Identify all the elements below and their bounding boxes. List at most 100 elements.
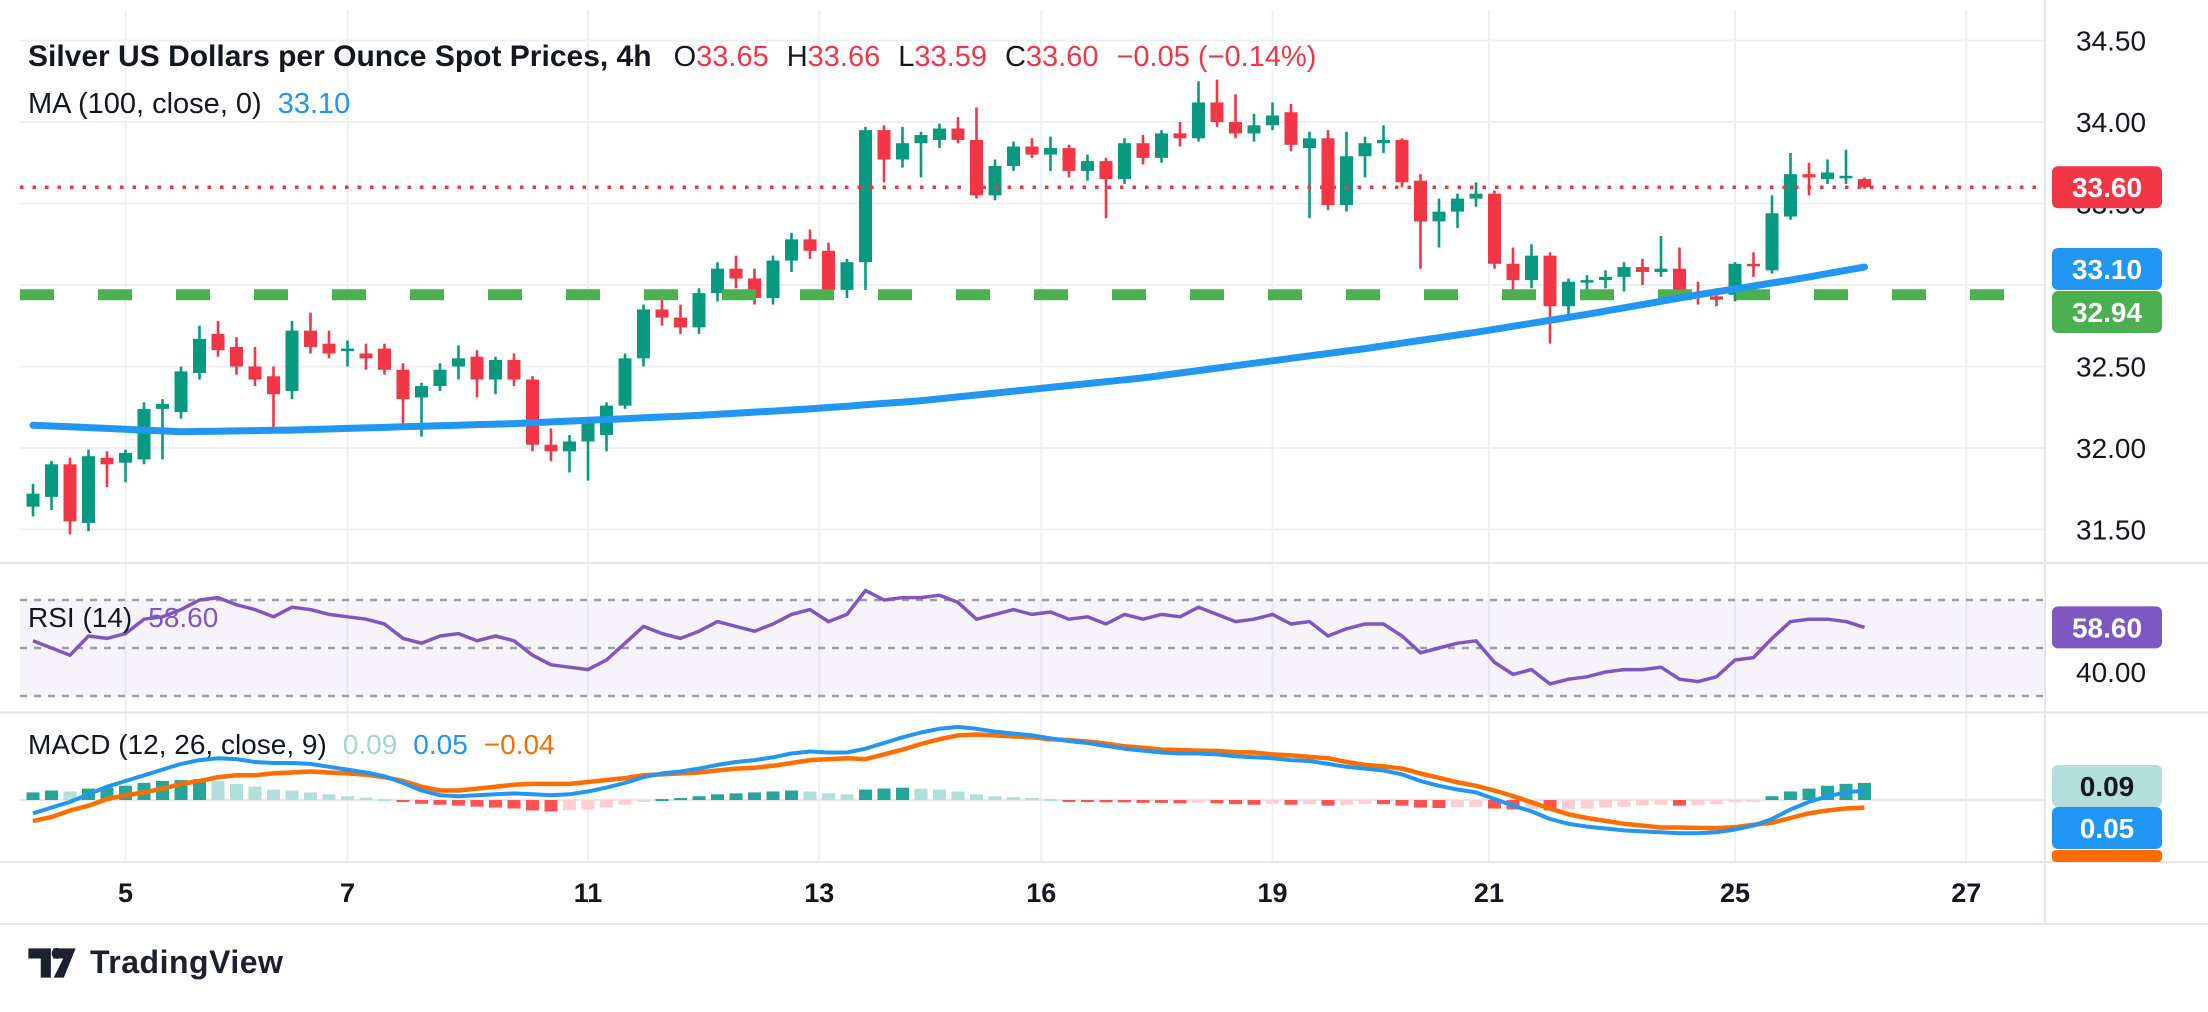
candle-body	[1506, 263, 1520, 281]
candle-body	[1747, 263, 1760, 267]
macd-hist-bar	[933, 789, 946, 800]
axis-label: 34.00	[2076, 107, 2146, 138]
candle-body	[1007, 146, 1020, 167]
rsi-legend[interactable]: RSI (14) 58.60	[28, 602, 218, 634]
macd-hist-bar	[63, 791, 77, 800]
ma-legend[interactable]: MA (100, close, 0) 33.10	[28, 88, 350, 121]
candle-body	[1414, 180, 1427, 222]
ma-value-badge-label: 33.10	[2072, 254, 2142, 285]
axis-label: 40.00	[2076, 657, 2146, 688]
candle-body	[267, 376, 280, 395]
candle-body	[1839, 175, 1853, 179]
axis-label: 32.50	[2076, 352, 2146, 383]
macd-line-badge	[2052, 807, 2162, 849]
candle-body	[285, 330, 299, 391]
candle-body	[544, 444, 558, 452]
candle-body	[1821, 172, 1834, 180]
macd-series[interactable]	[26, 724, 1872, 836]
ma100-line[interactable]	[29, 263, 1868, 436]
candle-body	[1543, 255, 1557, 307]
candle-body	[1303, 138, 1316, 149]
macd-hist-bar	[1451, 800, 1464, 808]
candle-body	[1469, 193, 1483, 199]
macd-hist-bar	[378, 799, 391, 802]
time-label: 27	[1951, 878, 1981, 908]
candle-body	[914, 135, 928, 144]
candle-body	[933, 128, 946, 140]
macd-hist-bar	[1284, 800, 1298, 805]
candle-body	[655, 309, 669, 318]
ohlc-open: O33.65	[673, 41, 769, 73]
candle-body	[1340, 156, 1353, 206]
macd-hist-bar	[1728, 800, 1742, 803]
candle-body	[415, 386, 428, 398]
tradingview-logo[interactable]: TradingView	[26, 944, 283, 981]
macd-hist-bar	[526, 800, 539, 811]
ma-label: MA (100, close, 0)	[28, 88, 262, 120]
macd-hist-bar	[655, 799, 669, 802]
candle-body	[174, 371, 188, 413]
candle-body	[1432, 211, 1446, 222]
candle-body	[674, 317, 687, 328]
time-scale[interactable]: 5 7 11 13 16 19 21 25 27	[118, 878, 1981, 908]
rsi-series[interactable]	[32, 588, 1866, 686]
macd-hist-bar	[322, 794, 336, 800]
macd-hist-bar	[1747, 800, 1760, 802]
change-value: −0.05 (−0.14%)	[1116, 41, 1317, 73]
macd-hist-bar	[1580, 800, 1594, 809]
symbol-legend[interactable]: Silver US Dollars per Ounce Spot Prices,…	[28, 40, 1316, 74]
macd-hist-badge	[2052, 765, 2162, 807]
candle-body	[1710, 296, 1723, 300]
macd-signal-badge	[2052, 850, 2162, 862]
macd-hist-bar	[1414, 800, 1427, 808]
candle-body	[1284, 112, 1298, 145]
macd-hist-bar	[1691, 800, 1705, 806]
macd-hist-bar	[1710, 800, 1723, 805]
macd-hist-bar	[1340, 800, 1353, 805]
macd-hist-bar	[285, 790, 299, 800]
candle-body	[137, 408, 151, 460]
macd-hist-bar	[1358, 800, 1372, 804]
macd-hist-bar	[1155, 800, 1168, 803]
macd-hist-badge-label: 0.09	[2080, 771, 2135, 802]
macd-hist-bar	[1173, 800, 1187, 804]
macd-line-value: 0.05	[413, 729, 468, 760]
candle-body	[1025, 146, 1039, 155]
ma-value: 33.10	[277, 88, 351, 120]
macd-hist-bar	[748, 792, 761, 800]
candles-series[interactable]	[26, 79, 1872, 535]
candle-body	[1136, 143, 1150, 158]
macd-hist-bar	[1432, 800, 1446, 808]
time-label: 11	[574, 878, 603, 908]
candle-body	[452, 358, 465, 367]
rsi-line[interactable]	[32, 588, 1866, 686]
macd-hist-bar	[877, 788, 891, 800]
candle-body	[433, 369, 447, 387]
candle-body	[1654, 268, 1668, 272]
candle-body	[1081, 161, 1094, 171]
candle-body	[988, 166, 1002, 196]
ma-series[interactable]	[29, 263, 1868, 436]
macd-hist-bar	[470, 800, 484, 807]
macd-hist-bar	[359, 797, 373, 800]
candle-body	[1173, 133, 1187, 139]
last-price-badge-label: 33.60	[2072, 172, 2142, 203]
candle-body	[248, 366, 262, 380]
time-label: 25	[1720, 878, 1750, 908]
macd-legend[interactable]: MACD (12, 26, close, 9) 0.09 0.05 −0.04	[28, 729, 555, 761]
macd-hist-bar	[600, 800, 613, 808]
macd-hist-bar	[1617, 800, 1631, 807]
candle-body	[896, 143, 909, 160]
candle-body	[637, 309, 650, 359]
macd-hist-bar	[1321, 800, 1335, 806]
candle-body	[1321, 138, 1335, 206]
symbol-title: Silver US Dollars per Ounce Spot Prices,…	[28, 40, 652, 73]
candle-body	[470, 356, 484, 380]
candle-body	[378, 348, 391, 370]
rsi-label: RSI (14)	[28, 602, 133, 633]
macd-hist-bar	[1673, 800, 1686, 806]
candle-body	[766, 260, 780, 299]
